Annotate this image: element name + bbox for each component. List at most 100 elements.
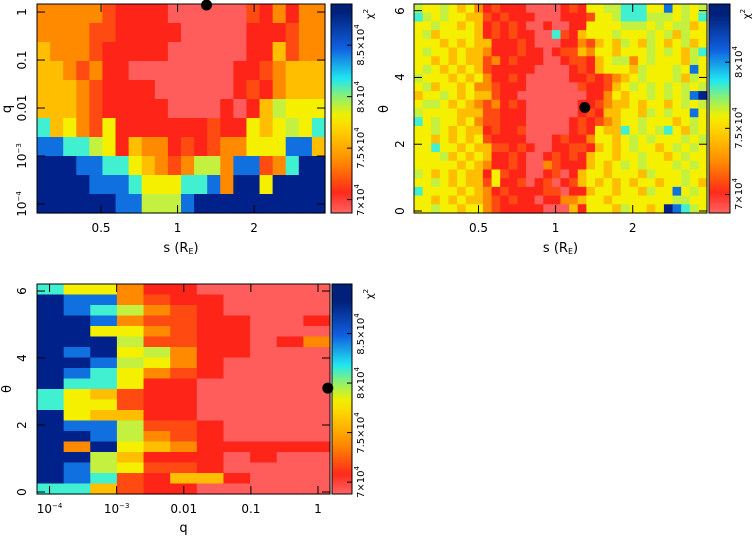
- heatmap-cell: [508, 108, 519, 118]
- heatmap-cell: [465, 47, 475, 57]
- heatmap-cell: [448, 125, 458, 136]
- heatmap-cell: [457, 134, 467, 144]
- heatmap-cell: [276, 441, 304, 453]
- heatmap-cell: [655, 117, 665, 127]
- heatmap-cell: [526, 204, 536, 214]
- heatmap-cell: [63, 410, 91, 422]
- heatmap-cell: [491, 134, 501, 144]
- colorbar: [330, 3, 353, 214]
- heatmap-cell: [508, 4, 519, 14]
- heatmap-cell: [689, 56, 699, 66]
- heatmap-cell: [569, 64, 579, 75]
- colorbar-tick-label: 7×104: [353, 466, 368, 498]
- heatmap-cell: [431, 82, 441, 92]
- heatmap-cell: [672, 134, 682, 144]
- heatmap-cell: [491, 169, 501, 179]
- heatmap-cell: [560, 38, 570, 49]
- heatmap-cell: [272, 99, 287, 119]
- heatmap-cell: [517, 204, 527, 214]
- heatmap-cell: [698, 73, 708, 83]
- heatmap-cell: [551, 64, 562, 75]
- heatmap-cell: [250, 431, 278, 443]
- x-tick-label: 0.5: [469, 222, 488, 234]
- heatmap-cell: [154, 23, 169, 43]
- heatmap-cell: [689, 178, 699, 188]
- heatmap-cell: [560, 204, 570, 214]
- heatmap-cell: [560, 143, 570, 153]
- heatmap-cell: [465, 91, 475, 101]
- heatmap-cell: [465, 117, 475, 127]
- heatmap-cell: [167, 42, 182, 62]
- heatmap-cell: [246, 194, 261, 214]
- heatmap-cell: [491, 204, 501, 214]
- heatmap-cell: [246, 156, 261, 176]
- x-tick-label: 2: [629, 222, 637, 234]
- colorbar-tick-label-text: 7.5×10: [356, 416, 367, 454]
- heatmap-cell: [560, 152, 570, 162]
- heatmap-cell: [465, 134, 475, 144]
- heatmap-cell: [560, 4, 570, 14]
- heatmap-cell: [223, 347, 251, 359]
- heatmap-cell: [37, 368, 65, 380]
- heatmap-cell: [620, 91, 631, 101]
- heatmap-cell: [646, 204, 656, 214]
- heatmap-cell: [465, 12, 475, 23]
- x-axis-title-text: s (R: [542, 241, 568, 256]
- heatmap-cell: [431, 91, 441, 101]
- heatmap-cell: [500, 160, 510, 171]
- heatmap-cell: [128, 42, 143, 62]
- heatmap-cell: [116, 410, 145, 422]
- heatmap-cell: [181, 42, 195, 62]
- heatmap-cell: [689, 73, 699, 83]
- heatmap-cell: [76, 99, 90, 119]
- heatmap-cell: [560, 56, 570, 66]
- heatmap-cell: [612, 38, 622, 49]
- heatmap-cell: [474, 125, 484, 136]
- heatmap-cell: [465, 4, 475, 14]
- heatmap-cell: [500, 178, 510, 188]
- heatmap-cell: [303, 452, 331, 464]
- heatmap-cell: [620, 99, 631, 110]
- heatmap-cell: [431, 186, 441, 197]
- y-tick-label-text: 6: [15, 287, 29, 295]
- heatmap-cell: [303, 357, 331, 369]
- heatmap-cell: [620, 12, 631, 23]
- heatmap-cell: [603, 108, 613, 118]
- heatmap-cell: [586, 73, 596, 83]
- heatmap-cell: [594, 30, 605, 40]
- heatmap-cell: [594, 99, 605, 110]
- heatmap-cell: [128, 118, 143, 138]
- heatmap-cell: [37, 389, 65, 401]
- heatmap-cell: [250, 441, 278, 453]
- heatmap-cell: [646, 195, 656, 205]
- heatmap-cell: [491, 125, 501, 136]
- heatmap-cell: [482, 195, 493, 205]
- heatmap-cell: [560, 30, 570, 40]
- heatmap-cell: [517, 99, 527, 110]
- y-tick-label-text: 0.01: [15, 94, 29, 122]
- colorbar-title-text: χ: [365, 13, 376, 20]
- heatmap-cell: [663, 178, 674, 188]
- heatmap-cell: [594, 143, 605, 153]
- heatmap-cell: [672, 30, 682, 40]
- heatmap-cell: [276, 378, 304, 390]
- heatmap-cell: [439, 178, 450, 188]
- heatmap-cell: [482, 82, 493, 92]
- heatmap-cell: [141, 42, 156, 62]
- heatmap-cell: [303, 315, 331, 327]
- heatmap-cell: [646, 160, 656, 171]
- heatmap-cell: [655, 30, 665, 40]
- heatmap-cell: [638, 178, 648, 188]
- x-tick-label-text: 2: [250, 221, 258, 235]
- heatmap-cell: [63, 284, 91, 296]
- heatmap-cell: [196, 452, 225, 464]
- heatmap-cell: [115, 42, 130, 62]
- heatmap-cell: [63, 137, 77, 157]
- x-axis-title-sub: E: [188, 247, 194, 256]
- heatmap-cell: [422, 12, 432, 23]
- heatmap-cell: [543, 73, 553, 83]
- heatmap-cell: [37, 4, 51, 24]
- heatmap-cell: [272, 175, 287, 195]
- heatmap-cell: [560, 99, 570, 110]
- heatmap-cell: [629, 152, 639, 162]
